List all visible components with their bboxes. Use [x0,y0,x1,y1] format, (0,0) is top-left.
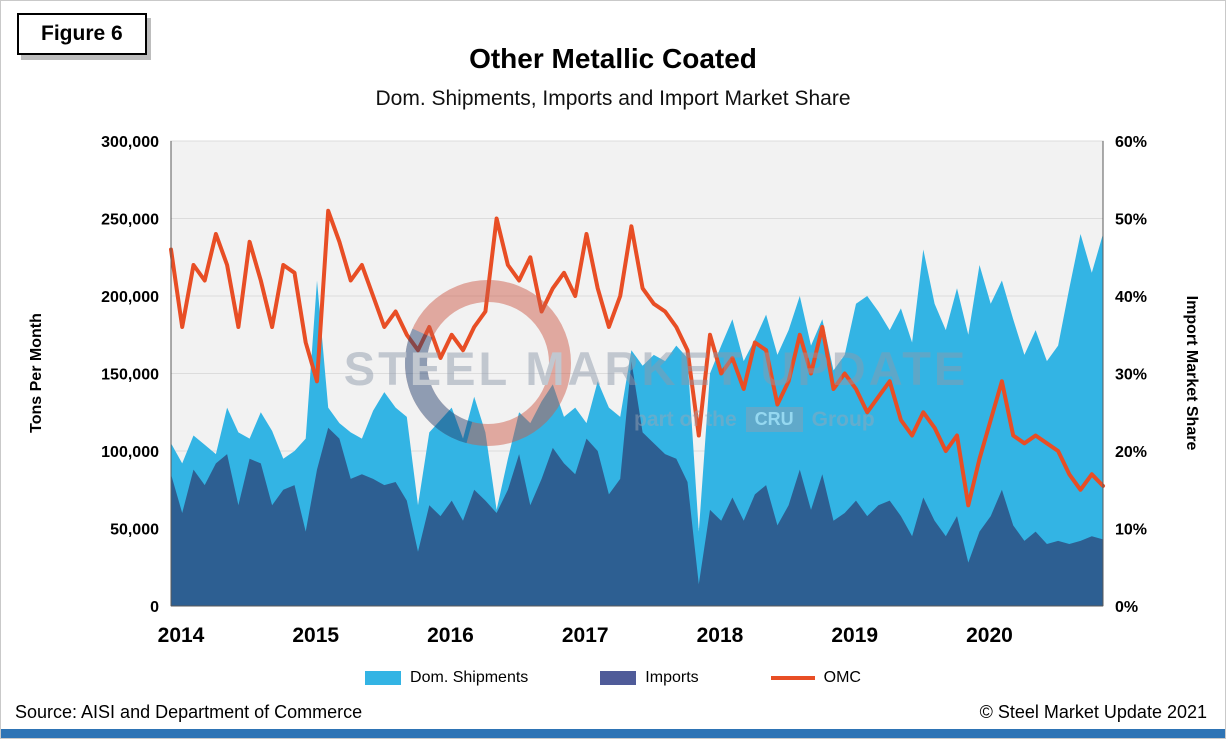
bottom-accent-bar [1,729,1225,738]
right-axis-tick-label: 10% [1115,522,1147,539]
x-axis-tick-label: 2018 [697,624,744,647]
omc-line-swatch-icon [770,676,815,680]
left-axis-tick-label: 300,000 [101,134,159,151]
chart-title: Other Metallic Coated [469,43,757,74]
x-axis-tick-label: 2017 [562,624,609,647]
right-axis-tick-label: 50% [1115,212,1147,229]
right-axis-title: Import Market Share [1183,295,1200,451]
chart-canvas: 0 50,000 100,000 150,000 200,000 250,000 300,0… [101,134,1147,647]
legend-label: Dom. Shipments [410,669,529,686]
right-axis-tick-label: 0% [1115,599,1138,616]
left-axis-tick-label: 200,000 [101,289,159,306]
left-axis-tick-label: 150,000 [101,367,159,384]
left-axis-tick-label: 0 [150,599,159,616]
x-axis-tick-label: 2016 [427,624,474,647]
dom-shipments-swatch-icon [365,671,402,685]
imports-swatch-icon [600,671,637,685]
chart-subtitle: Dom. Shipments, Imports and Import Marke… [375,87,851,110]
left-axis-tick-label: 250,000 [101,212,159,229]
legend-item-imports: Imports [600,669,699,687]
x-axis-tick-label: 2015 [292,624,339,647]
right-axis-tick-label: 60% [1115,134,1147,151]
left-axis-tick-label: 100,000 [101,444,159,461]
omc-line [169,208,1105,508]
x-axis-tick-label: 2019 [831,624,878,647]
x-axis-tick-label: 2014 [158,624,205,647]
right-axis-tick-label: 20% [1115,444,1147,461]
right-axis-tick-label: 30% [1115,367,1147,384]
left-axis-tick-label: 50,000 [110,522,159,539]
imports-area [171,361,1103,606]
copyright-note: © Steel Market Update 2021 [979,702,1207,722]
right-axis-tick-label: 40% [1115,289,1147,306]
chart-legend: Dom. Shipments Imports OMC [1,669,1225,687]
legend-item-omc: OMC [770,669,861,687]
legend-label: OMC [823,669,861,686]
legend-label: Imports [645,669,699,686]
source-note: Source: AISI and Department of Commerce [15,702,363,722]
x-axis-tick-label: 2020 [966,624,1013,647]
left-axis-title: Tons Per Month [28,313,45,433]
figure-label: Figure 6 [17,13,147,55]
legend-item-dom-shipments: Dom. Shipments [365,669,528,687]
